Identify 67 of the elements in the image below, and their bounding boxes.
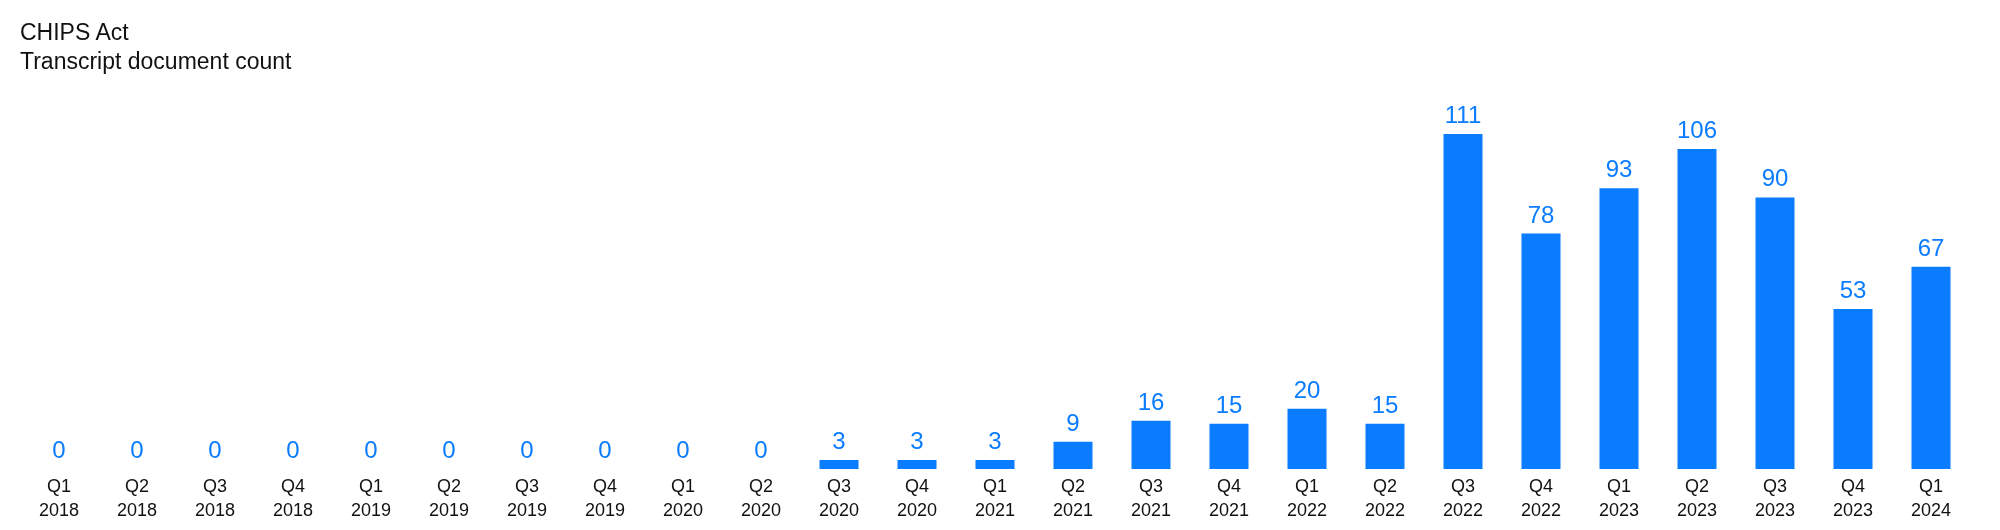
x-tick-label: Q1 2024: [1910, 475, 1952, 520]
data-label: 111: [1444, 101, 1482, 128]
bar: [1053, 441, 1093, 469]
bar: [1131, 420, 1171, 469]
data-label: 0: [286, 436, 300, 463]
x-tick-label: Q2 2023: [1676, 475, 1718, 520]
chart-title: CHIPS Act: [20, 19, 130, 45]
bar: [975, 459, 1015, 469]
x-tick-label: Q2 2022: [1364, 475, 1406, 520]
data-label: 3: [988, 426, 1002, 454]
x-tick-label: Q1 2020: [662, 475, 704, 520]
bar: [1521, 233, 1561, 469]
x-tick-label: Q4 2023: [1832, 475, 1874, 520]
x-tick-label: Q3 2018: [194, 475, 236, 520]
bar: [819, 459, 859, 469]
data-label: 0: [598, 436, 612, 463]
chart-subtitle: Transcript document count: [20, 48, 293, 74]
data-label: 90: [1761, 164, 1789, 192]
data-label: 67: [1917, 233, 1945, 261]
x-tick-label: Q3 2023: [1754, 475, 1796, 520]
data-label: 0: [52, 436, 66, 463]
bar: [1443, 134, 1483, 469]
data-label: 78: [1527, 200, 1555, 228]
x-tick-label: Q2 2019: [428, 475, 470, 520]
data-label: 0: [208, 436, 222, 463]
data-label: 0: [520, 436, 534, 463]
data-label: 15: [1371, 390, 1399, 418]
data-label: 106: [1676, 116, 1718, 144]
data-label: 93: [1605, 155, 1633, 183]
x-tick-label: Q2 2018: [116, 475, 158, 520]
data-label: 3: [910, 426, 924, 454]
bar: [897, 459, 937, 469]
data-label: 3: [832, 426, 846, 454]
x-tick-label: Q4 2022: [1520, 475, 1562, 520]
x-tick-label: Q4 2021: [1208, 475, 1250, 520]
x-tick-label: Q3 2020: [818, 475, 860, 520]
data-label: 0: [442, 436, 456, 463]
x-tick-label: Q1 2018: [38, 475, 80, 520]
x-tick-label: Q1 2019: [350, 475, 392, 520]
x-tick-label: Q4 2018: [272, 475, 314, 520]
data-label: 16: [1137, 387, 1165, 415]
data-label: 0: [130, 436, 144, 463]
x-tick-label: Q2 2021: [1052, 475, 1094, 520]
x-tick-label: Q1 2021: [974, 475, 1016, 520]
data-label: 0: [364, 436, 378, 463]
bar: [1833, 309, 1873, 469]
x-tick-label: Q1 2022: [1286, 475, 1328, 520]
bar: [1677, 149, 1717, 469]
x-tick-label: Q1 2023: [1598, 475, 1640, 520]
bar: [1365, 423, 1405, 469]
data-label: 53: [1839, 276, 1867, 304]
bar: [1911, 266, 1951, 469]
x-tick-label: Q2 2020: [740, 475, 782, 520]
x-tick-label: Q4 2020: [896, 475, 938, 520]
x-tick-label: Q3 2022: [1442, 475, 1484, 520]
x-tick-label: Q3 2019: [506, 475, 548, 520]
data-label: 9: [1066, 408, 1080, 436]
data-label: 20: [1293, 375, 1321, 403]
data-label: 0: [754, 436, 768, 463]
bar: [1599, 188, 1639, 469]
data-label: 15: [1215, 390, 1243, 418]
bar: [1287, 408, 1327, 469]
bar: [1755, 197, 1795, 469]
data-label: 0: [676, 436, 690, 463]
bar: [1209, 423, 1249, 469]
x-tick-label: Q3 2021: [1130, 475, 1172, 520]
x-tick-label: Q4 2019: [584, 475, 626, 520]
